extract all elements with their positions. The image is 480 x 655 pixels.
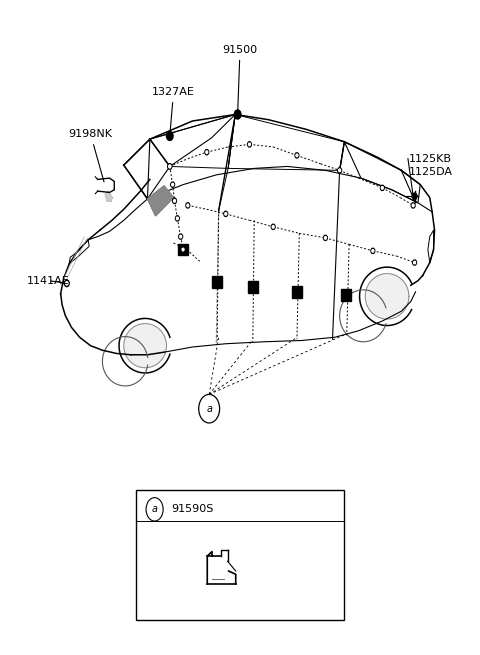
Polygon shape	[365, 274, 409, 319]
Circle shape	[338, 168, 342, 173]
Circle shape	[174, 200, 176, 202]
Circle shape	[248, 141, 252, 147]
Circle shape	[382, 187, 384, 189]
Circle shape	[168, 164, 172, 169]
Bar	[248, 282, 258, 293]
Circle shape	[168, 164, 172, 169]
Circle shape	[180, 235, 181, 238]
Circle shape	[249, 143, 251, 145]
Circle shape	[186, 203, 190, 208]
Circle shape	[169, 165, 171, 168]
Circle shape	[182, 248, 184, 251]
Circle shape	[372, 250, 374, 252]
Text: 91590S: 91590S	[171, 504, 214, 514]
Bar	[341, 290, 351, 301]
Text: 1141AE: 1141AE	[26, 276, 69, 286]
Text: a: a	[152, 504, 157, 514]
Circle shape	[324, 235, 327, 240]
Circle shape	[224, 212, 228, 216]
Circle shape	[205, 149, 209, 155]
Circle shape	[64, 280, 69, 287]
Circle shape	[187, 204, 189, 207]
Circle shape	[339, 169, 341, 172]
Circle shape	[167, 132, 173, 140]
Circle shape	[169, 165, 171, 168]
Circle shape	[411, 203, 415, 208]
Text: 1327AE: 1327AE	[152, 87, 195, 133]
Circle shape	[296, 154, 298, 157]
Circle shape	[172, 183, 174, 186]
Circle shape	[381, 185, 384, 191]
Circle shape	[271, 224, 275, 229]
Text: 1125KB: 1125KB	[408, 154, 451, 164]
Circle shape	[412, 204, 414, 207]
Polygon shape	[124, 324, 167, 367]
Circle shape	[295, 153, 299, 158]
Circle shape	[179, 234, 182, 239]
Circle shape	[225, 213, 227, 215]
Circle shape	[171, 182, 175, 187]
Bar	[179, 244, 188, 255]
Circle shape	[181, 247, 185, 252]
Circle shape	[412, 193, 417, 200]
Circle shape	[176, 215, 179, 221]
Circle shape	[272, 225, 274, 228]
Circle shape	[413, 260, 417, 265]
Circle shape	[371, 248, 375, 253]
Text: 1125DA: 1125DA	[408, 166, 453, 177]
Text: a: a	[206, 403, 212, 414]
Bar	[136, 490, 344, 620]
Text: 9198NK: 9198NK	[69, 129, 112, 182]
Text: 91500: 91500	[222, 45, 258, 112]
Circle shape	[66, 282, 68, 285]
Polygon shape	[147, 186, 174, 215]
Circle shape	[177, 217, 179, 219]
Circle shape	[324, 236, 326, 239]
Circle shape	[206, 151, 208, 153]
Circle shape	[234, 110, 241, 119]
Circle shape	[173, 198, 177, 204]
Polygon shape	[105, 191, 112, 202]
Bar	[292, 286, 302, 297]
Circle shape	[414, 261, 416, 264]
Bar	[212, 276, 222, 288]
